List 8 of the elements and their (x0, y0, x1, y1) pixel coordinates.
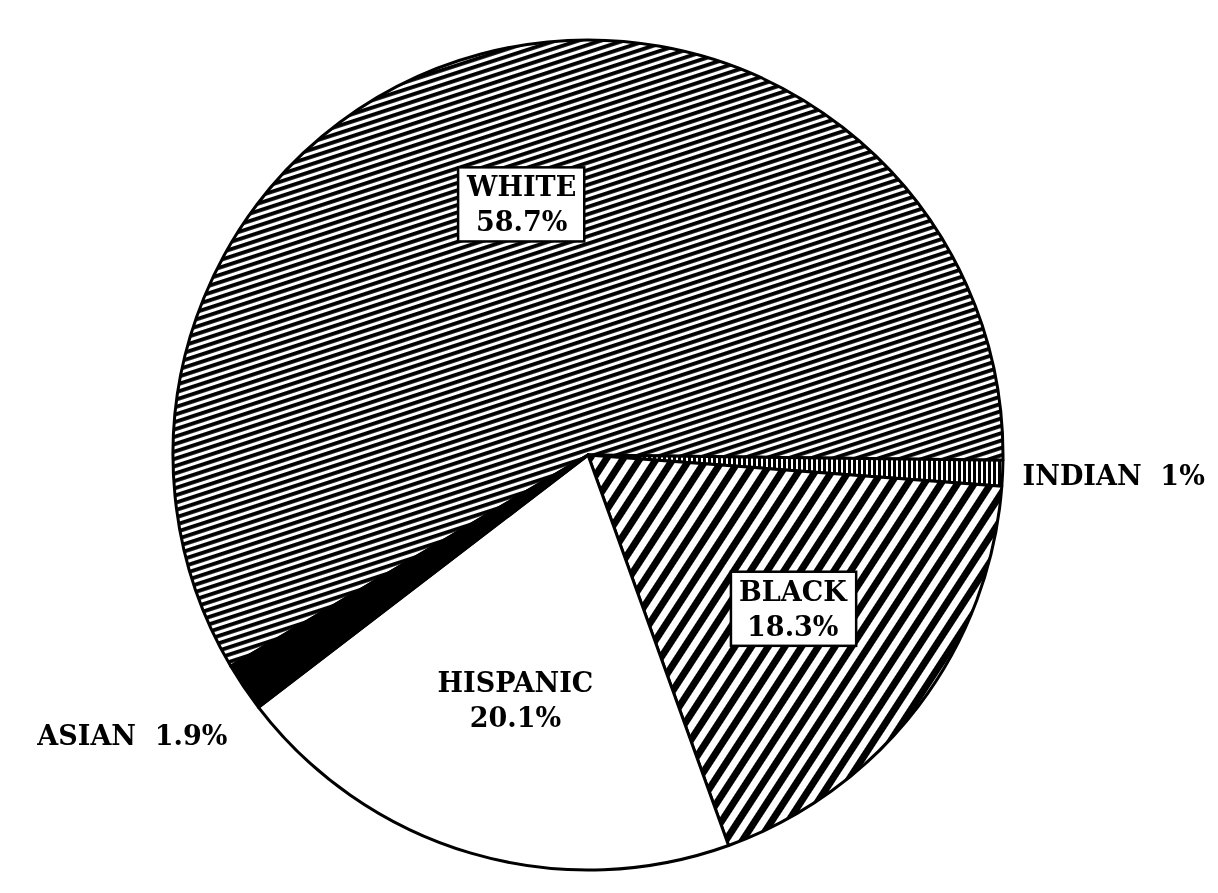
slice-label: INDIAN 1% (1022, 459, 1205, 491)
slice-label: HISPANIC (437, 666, 594, 698)
slice-label: BLACK (738, 575, 849, 607)
data-label: 58.7% (475, 206, 568, 238)
data-label: 20.1% (469, 701, 562, 733)
data-label: 18.3% (747, 610, 839, 642)
slice-label: ASIAN 1.9% (36, 720, 228, 752)
slice-label: WHITE (466, 171, 577, 203)
